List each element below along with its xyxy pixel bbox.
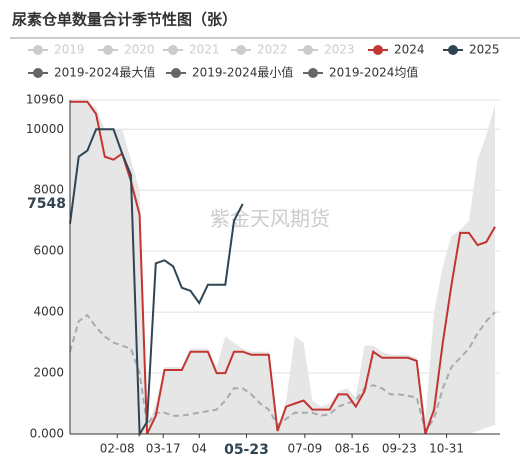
x-tick-label: 02-08 [100, 442, 135, 456]
legend-label: 2019-2024最大值 [54, 65, 155, 80]
y-tick-label: 6000 [33, 244, 64, 258]
mean-line [69, 311, 496, 434]
x-tick-label: 04 [192, 442, 207, 456]
legend-symbol [308, 68, 318, 78]
legend-item[interactable]: 2019-2024最大值 [28, 65, 155, 80]
plot [69, 100, 496, 438]
range-area [70, 100, 496, 434]
y-tick-label: 10960 [26, 93, 64, 107]
legend-symbol [33, 68, 43, 78]
x-tick-label: 07-09 [287, 442, 322, 456]
value-badge [28, 194, 68, 213]
legend-label: 2019 [54, 43, 85, 57]
watermark: 紫金天风期货 [210, 207, 330, 231]
legend-item[interactable]: 2019-2024最小值 [166, 65, 293, 80]
legend-label: 2019-2024均值 [329, 65, 418, 80]
series-line [69, 128, 244, 438]
chart-title: 尿素仓单数量合计季节性图（张） [12, 11, 237, 29]
legend-symbol [448, 45, 458, 55]
legend-item[interactable]: 2024 [368, 43, 425, 57]
legend-symbol [103, 45, 113, 55]
y-tick-label: 10000 [26, 122, 64, 136]
x-tick-label: 09-23 [382, 442, 417, 456]
last-value-label: 7548 [27, 196, 66, 212]
x-tick-label: 03-17 [146, 442, 181, 456]
legend-label: 2021 [189, 43, 220, 57]
series-line [70, 100, 496, 435]
legend-symbol [171, 68, 181, 78]
legend-item[interactable]: 2019-2024均值 [303, 65, 418, 80]
y-tick-label: 0.000 [30, 427, 64, 441]
legend-symbol [303, 45, 313, 55]
x-tick-label: 05-23 [224, 442, 269, 458]
legend-item[interactable]: 2025 [443, 43, 500, 57]
legend-label: 2024 [394, 43, 425, 57]
legend-label: 2020 [124, 43, 155, 57]
y-tick-label: 2000 [33, 366, 64, 380]
legend-label: 2022 [257, 43, 288, 57]
legend-symbol [168, 45, 178, 55]
y-tick-label: 4000 [33, 305, 64, 319]
x-tick-label: 08-16 [335, 442, 370, 456]
legend-symbol [33, 45, 43, 55]
legend-label: 2025 [469, 43, 500, 57]
legend-symbol [236, 45, 246, 55]
legend-item[interactable]: 2021 [163, 43, 220, 57]
legend-label: 2023 [324, 43, 355, 57]
x-tick-label: 10-31 [429, 442, 464, 456]
legend-item[interactable]: 2020 [98, 43, 155, 57]
legend-symbol [373, 45, 383, 55]
y-tick-label: 8000 [33, 183, 64, 197]
axes: 0.000 2000 4000 6000 8000 10000 10960 02-08 03-1… [26, 93, 500, 458]
legend-item[interactable]: 2022 [231, 43, 288, 57]
legend-label: 2019-2024最小值 [192, 65, 293, 80]
legend-item[interactable]: 2019 [28, 43, 85, 57]
legend-item[interactable]: 2023 [298, 43, 355, 57]
